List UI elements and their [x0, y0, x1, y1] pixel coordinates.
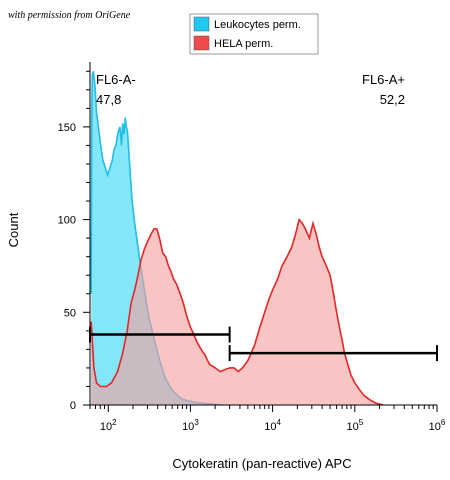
legend: Leukocytes perm. HELA perm.	[189, 13, 319, 55]
hela-histogram-line	[90, 217, 384, 406]
x-tick-label: 105	[346, 418, 363, 433]
gate-negative-percent: 47,8	[96, 92, 121, 107]
hela-histogram-fill	[91, 219, 383, 405]
y-axis-title: Count	[6, 212, 21, 247]
leukocytes-histogram-fill	[91, 71, 224, 406]
legend-label-hela: HELA perm.	[214, 38, 273, 50]
x-tick-label: 104	[264, 418, 281, 433]
y-tick-label: 50	[64, 307, 76, 319]
y-tick-label: 150	[58, 122, 76, 134]
gates: FL6-A- 47,8 FL6-A+ 52,2	[89, 72, 438, 362]
gate-positive-label: FL6-A+	[362, 72, 405, 87]
plot-area	[90, 71, 384, 406]
gate-negative-label: FL6-A-	[96, 72, 136, 87]
legend-swatch-hela	[193, 35, 210, 51]
legend-box	[189, 13, 319, 55]
legend-label-leukocytes: Leukocytes perm.	[214, 19, 301, 31]
y-tick-label: 0	[70, 400, 76, 412]
axes: 0 50 100 150 102 103 104 105 106	[58, 62, 446, 433]
y-tick-label: 100	[58, 215, 76, 227]
credit-text: with permission from OriGene	[8, 10, 131, 21]
x-tick-label: 102	[100, 418, 117, 433]
gate-positive-percent: 52,2	[380, 92, 405, 107]
x-tick-label: 103	[182, 418, 199, 433]
x-tick-label: 106	[429, 418, 446, 433]
legend-swatch-leukocytes	[193, 16, 210, 32]
x-axis-title: Cytokeratin (pan-reactive) APC	[172, 456, 351, 471]
